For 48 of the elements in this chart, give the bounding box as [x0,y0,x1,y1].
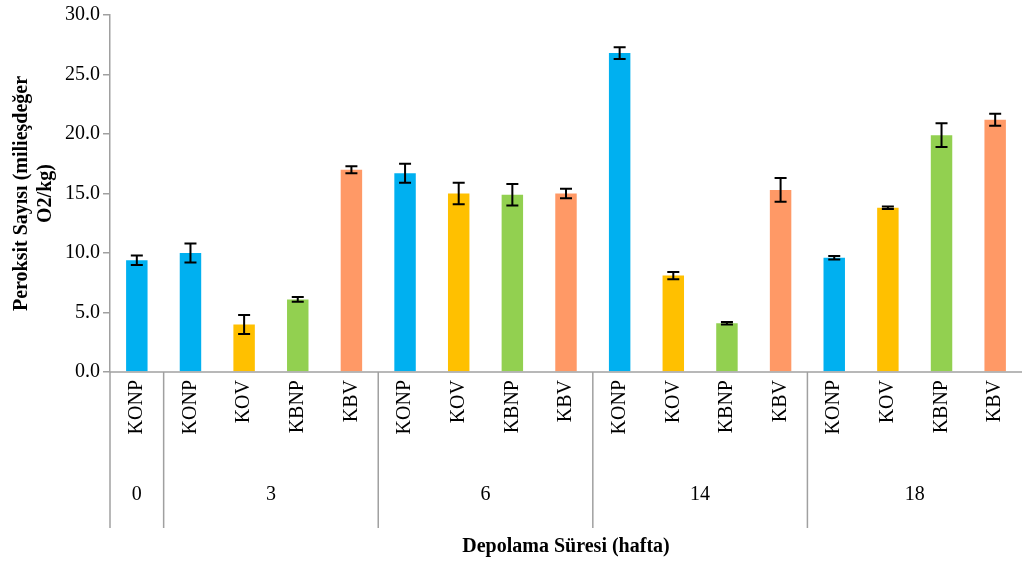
bar [984,119,1006,372]
bar [340,169,363,372]
y-tick-label: 20.0 [65,121,100,144]
y-tick-label: 15.0 [65,180,100,203]
y-tick-label: 25.0 [65,61,100,84]
x-tick-label: KONP [821,380,844,435]
bar [608,53,631,372]
text: 3 [265,482,276,505]
bar [823,257,845,372]
x-tick-label: KONP [124,380,147,435]
x-tick-label: KBV [553,379,576,423]
y-axis-title: Peroksit Sayısı (milieşdeğer O2/kg) [9,75,57,312]
x-tick-label: KOV [445,379,468,424]
bar [447,193,470,372]
y-tick-label: 10.0 [65,240,100,263]
text: 6 [480,482,491,505]
x-tick-label: KBV [338,379,361,423]
bar [930,135,953,372]
x-tick-label: KBNP [285,380,308,434]
bar [877,207,899,372]
x-tick-label: KBNP [928,380,951,434]
x-tick-label: KONP [177,380,200,435]
bar [716,323,738,372]
y-tick-label: 0.0 [75,359,100,382]
x-tick-label: KOV [875,379,898,424]
bar [769,189,792,372]
bar [501,194,524,372]
x-tick-label: KBV [767,379,790,423]
bar [179,253,202,372]
x-axis-title: Depolama Süresi (hafta) [462,534,670,558]
bar [287,299,309,372]
x-tick-label: KONP [606,380,629,435]
bar [662,275,685,372]
bar [555,193,577,372]
bar [233,324,255,372]
text: 0 [131,482,142,505]
x-tick-label: KOV [231,379,254,424]
text: 14 [690,482,711,505]
bar [394,173,416,372]
text: 18 [904,482,925,505]
y-tick-label: 30.0 [65,2,100,25]
x-tick-label: KBNP [714,380,737,434]
x-tick-label: KONP [392,380,415,435]
bar [126,260,148,372]
x-tick-label: KBV [982,379,1005,423]
x-tick-label: KBNP [499,380,522,434]
y-tick-label: 5.0 [75,299,100,322]
x-tick-label: KOV [660,379,683,424]
